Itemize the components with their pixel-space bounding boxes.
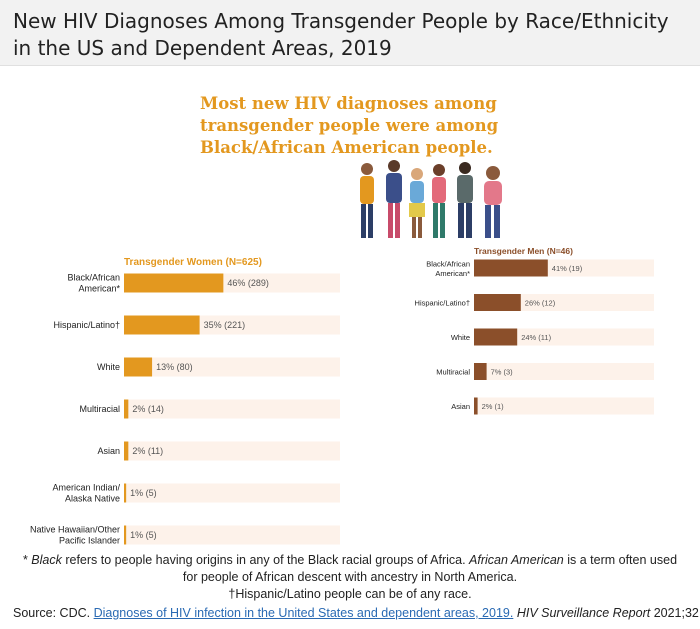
men-bar	[474, 363, 487, 380]
footnote-text-mid: refers to people having origins in any o…	[61, 553, 470, 567]
men-bar	[474, 397, 478, 415]
women-bar	[124, 483, 127, 503]
people-group-illustration	[360, 160, 502, 238]
men-category-label: White	[451, 333, 470, 342]
women-track	[124, 357, 340, 377]
men-bar	[474, 259, 548, 277]
footnote-hispanic: †Hispanic/Latino people can be of any ra…	[228, 587, 472, 601]
men-bar-value-label: 26% (12)	[525, 299, 556, 308]
men-bar-value-label: 41% (19)	[552, 264, 583, 273]
footnote-text-suffix: is a term often used	[563, 553, 678, 567]
person-4	[432, 164, 446, 238]
men-track	[474, 363, 654, 380]
men-bar-value-label: 2% (1)	[482, 402, 505, 411]
source-suffix: 2021;32.	[650, 606, 700, 620]
women-category-label: Multiracial	[79, 404, 120, 414]
person-3	[409, 168, 425, 238]
women-bar-value-label: 35% (221)	[204, 320, 246, 330]
person-5	[457, 162, 473, 238]
men-category-label: Black/African American*	[426, 259, 470, 278]
women-bar	[124, 525, 127, 545]
footnote-black: * Black refers to people having origins …	[0, 552, 700, 569]
footnote-prefix: *	[22, 553, 32, 567]
men-category-label: Hispanic/Latino†	[415, 299, 470, 308]
women-bar	[124, 357, 153, 377]
men-category-label: Asian	[451, 402, 470, 411]
charts-area: Transgender Women (N=625) 46% (289) Black/…	[30, 246, 654, 546]
person-1	[360, 163, 374, 238]
women-bar	[124, 315, 200, 335]
men-track	[474, 328, 654, 346]
women-bar-value-label: 2% (11)	[132, 446, 163, 456]
women-bar-value-label: 46% (289)	[227, 278, 269, 288]
women-bar-value-label: 1% (5)	[130, 530, 157, 540]
source-report-name: HIV Surveillance Report	[516, 606, 651, 620]
person-2	[386, 160, 402, 238]
men-category-label: Multiracial	[436, 368, 470, 377]
women-category-label: Native Hawaiian/Other Pacific Islander	[30, 525, 120, 546]
title-bar: New HIV Diagnoses Among Transgender Peop…	[0, 0, 700, 66]
women-bar-value-label: 1% (5)	[130, 488, 157, 498]
women-track	[124, 483, 340, 503]
footnote-line-2: for people of African descent with ances…	[182, 570, 518, 584]
women-category-label: Black/African American*	[67, 273, 120, 294]
men-bar-value-label: 24% (11)	[521, 333, 551, 342]
women-bar-value-label: 2% (14)	[132, 404, 164, 414]
women-bar	[124, 441, 129, 461]
women-bar-value-label: 13% (80)	[156, 362, 193, 372]
women-category-label: American Indian/Alaska Native	[52, 483, 120, 504]
women-track	[124, 441, 340, 461]
women-track	[124, 399, 340, 419]
men-chart-title: Transgender Men (N=46)	[474, 246, 573, 256]
men-track	[474, 397, 654, 415]
person-6	[484, 166, 502, 238]
footnote-term-black: Black	[31, 553, 62, 567]
footnote-term-african-american: African American	[469, 553, 564, 567]
source-line: Source: CDC. Diagnoses of HIV infection …	[13, 605, 700, 622]
headline: Most new HIV diagnoses among transgender…	[200, 94, 499, 157]
women-bar	[124, 273, 224, 293]
source-prefix: Source: CDC.	[13, 606, 94, 620]
men-bar	[474, 294, 521, 311]
source-link[interactable]: Diagnoses of HIV infection in the United…	[93, 606, 514, 620]
women-chart-title: Transgender Women (N=625)	[124, 257, 262, 268]
women-category-label: White	[97, 362, 120, 372]
women-track	[124, 525, 340, 545]
women-category-label: Hispanic/Latino†	[53, 320, 120, 330]
men-bar	[474, 328, 518, 346]
women-category-label: Asian	[97, 446, 120, 456]
men-bar-value-label: 7% (3)	[491, 368, 514, 377]
women-bar	[124, 399, 129, 419]
page-title: New HIV Diagnoses Among Transgender Peop…	[13, 9, 669, 60]
